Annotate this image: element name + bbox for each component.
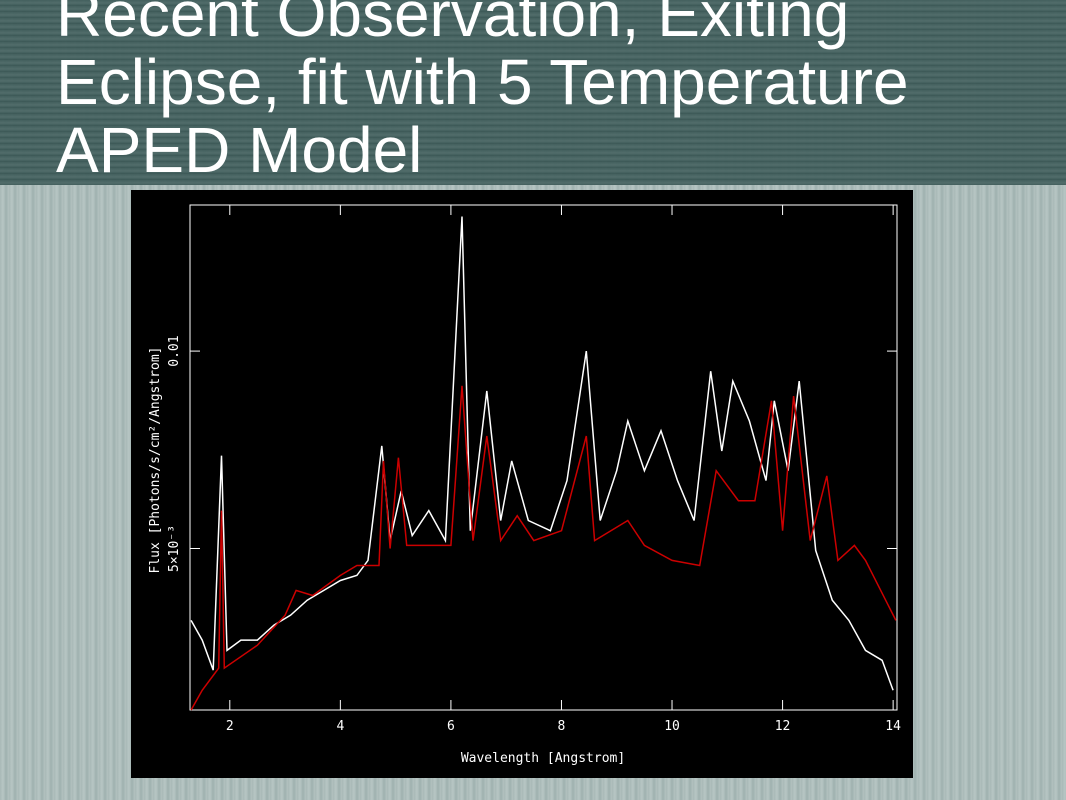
x-tick-label: 8 xyxy=(558,719,566,734)
y-tick-label: 0.01 xyxy=(167,335,182,366)
x-tick-label: 4 xyxy=(336,719,344,734)
x-axis-label: Wavelength [Angstrom] xyxy=(461,751,625,766)
slide-title: Recent Observation, Exiting Eclipse, fit… xyxy=(56,0,909,186)
chart: Wavelength [Angstrom] Flux [Photons/s/cm… xyxy=(131,190,913,778)
x-tick-label: 12 xyxy=(775,719,791,734)
x-tick-label: 2 xyxy=(226,719,234,734)
y-tick-label: 5×10⁻³ xyxy=(167,525,182,572)
series-line xyxy=(190,385,897,711)
x-tick-label: 6 xyxy=(447,719,455,734)
x-tick-label: 10 xyxy=(664,719,680,734)
x-tick-label: 14 xyxy=(885,719,901,734)
y-axis-label: Flux [Photons/s/cm²/Angstrom] xyxy=(148,347,163,574)
chart-background xyxy=(131,190,913,778)
header-band xyxy=(0,0,1066,185)
plot-frame xyxy=(189,204,898,711)
